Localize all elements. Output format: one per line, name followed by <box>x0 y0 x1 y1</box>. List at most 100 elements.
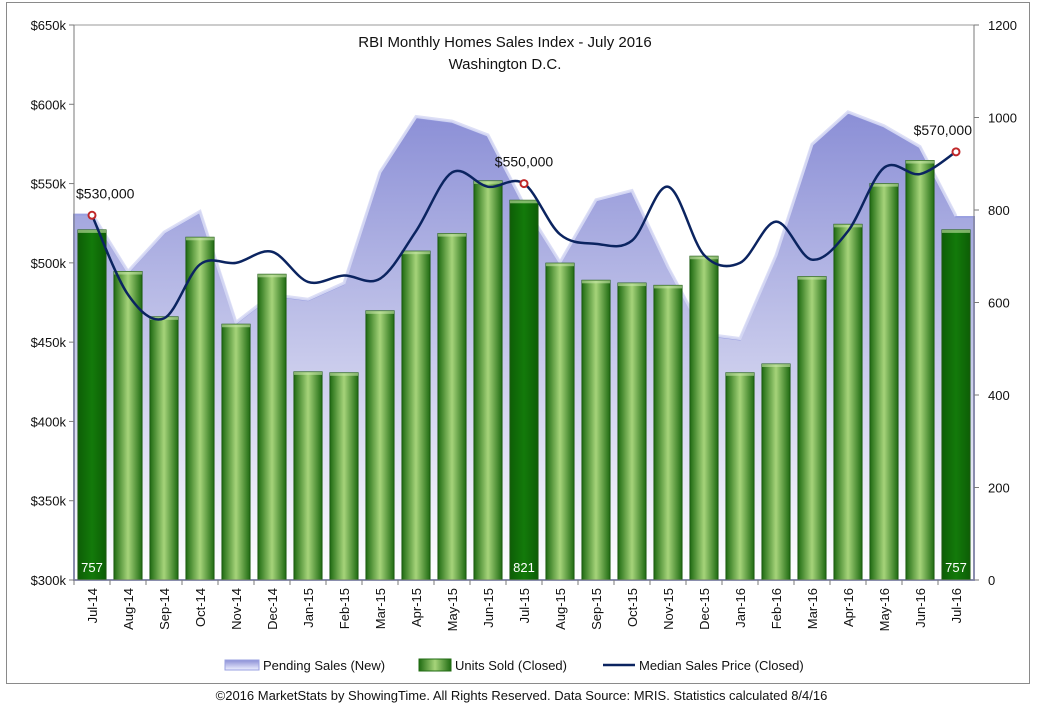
bar-sep-14 <box>149 316 179 581</box>
y-left-tick-label: $550k <box>31 177 67 192</box>
price-marker-jul-15 <box>519 179 529 189</box>
bar-nov-14 <box>221 323 251 581</box>
x-tick-label-jul-16: Jul-16 <box>949 588 964 623</box>
bar-cap-dec-14 <box>257 274 287 278</box>
legend-label-median-price: Median Sales Price (Closed) <box>639 658 804 673</box>
bar-may-16 <box>869 183 899 581</box>
bar-feb-15 <box>329 372 359 581</box>
x-tick-label-oct-15: Oct-15 <box>625 588 640 627</box>
bar-nov-15 <box>653 284 683 581</box>
bar-apr-16 <box>833 223 863 581</box>
y-left-tick-label: $450k <box>31 335 67 350</box>
bar-apr-15 <box>401 250 431 581</box>
price-label-jul-14: $530,000 <box>76 185 135 201</box>
y-left-tick-label: $300k <box>31 573 67 588</box>
bar-aug-15 <box>545 262 575 581</box>
bar-cap-mar-16 <box>797 276 827 280</box>
y-right-tick-label: 1000 <box>988 111 1017 126</box>
bar-oct-14 <box>185 236 215 581</box>
bar-cap-jan-15 <box>293 371 323 375</box>
bar-cap-sep-15 <box>581 280 611 284</box>
units-sold-bar-layer <box>77 160 971 581</box>
bar-dec-14 <box>257 273 287 581</box>
legend-label-pending-sales: Pending Sales (New) <box>263 658 385 673</box>
y-right-tick-label: 800 <box>988 203 1010 218</box>
bar-sep-15 <box>581 279 611 581</box>
legend-item-pending-sales: Pending Sales (New) <box>224 658 385 673</box>
bar-cap-nov-14 <box>221 324 251 328</box>
price-label-jul-16: $570,000 <box>914 122 973 138</box>
y-axis-left: $300k $350k $400k $450k $500k $550k $600k $650k <box>31 18 75 588</box>
y-right-tick-label: 0 <box>988 573 995 588</box>
y-axis-right: 0 200 400 600 800 1000 1200 <box>973 18 1017 588</box>
y-right-tick-label: 200 <box>988 481 1010 496</box>
legend-label-units-sold: Units Sold (Closed) <box>455 658 567 673</box>
chart-frame: $530,000 $550,000 $570,000 757 821 757 $300k $… <box>6 2 1030 684</box>
bar-feb-16 <box>761 363 791 581</box>
x-axis: Jul-14 Aug-14 Sep-14 Oct-14 Nov-14 Dec-14 Jan-… <box>73 579 974 631</box>
bar-jul-15 <box>509 199 539 581</box>
bar-jul-14 <box>77 229 107 581</box>
y-left-tick-label: $600k <box>31 97 67 112</box>
x-tick-label-jan-16: Jan-16 <box>733 588 748 628</box>
bar-cap-jul-15 <box>509 200 539 204</box>
x-tick-label-oct-14: Oct-14 <box>193 588 208 627</box>
x-tick-label-feb-15: Feb-15 <box>337 588 352 629</box>
bar-cap-feb-16 <box>761 364 791 368</box>
bar-cap-jun-15 <box>473 180 503 184</box>
bar-jan-16 <box>725 372 755 581</box>
bar-jan-15 <box>293 371 323 581</box>
x-tick-label-nov-14: Nov-14 <box>229 588 244 630</box>
bar-cap-apr-15 <box>401 251 431 255</box>
bar-cap-dec-15 <box>689 256 719 260</box>
bar-cap-nov-15 <box>653 285 683 289</box>
x-tick-label-feb-16: Feb-16 <box>769 588 784 629</box>
bar-dec-15 <box>689 255 719 581</box>
x-tick-label-jun-15: Jun-15 <box>481 588 496 628</box>
bar-jun-15 <box>473 180 503 581</box>
bar-cap-aug-14 <box>113 271 143 275</box>
x-tick-label-jul-15: Jul-15 <box>517 588 532 623</box>
legend-swatch-pending-sales <box>224 659 260 671</box>
bar-jul-16 <box>941 229 971 581</box>
bar-cap-oct-15 <box>617 283 647 287</box>
x-tick-label-jan-15: Jan-15 <box>301 588 316 628</box>
x-tick-label-dec-15: Dec-15 <box>697 588 712 630</box>
legend-item-median-price: Median Sales Price (Closed) <box>603 658 804 673</box>
legend-item-units-sold: Units Sold (Closed) <box>418 658 567 673</box>
y-left-tick-label: $400k <box>31 414 67 429</box>
bar-cap-aug-15 <box>545 263 575 267</box>
x-tick-label-jul-14: Jul-14 <box>85 588 100 623</box>
bar-label-jul-15: 821 <box>513 560 535 575</box>
bar-cap-jul-16 <box>941 229 971 233</box>
bar-mar-15 <box>365 310 395 581</box>
bar-cap-may-15 <box>437 233 467 237</box>
x-tick-label-dec-14: Dec-14 <box>265 588 280 630</box>
x-tick-label-may-15: May-15 <box>445 588 460 631</box>
bar-cap-jul-14 <box>77 229 107 233</box>
bar-jun-16 <box>905 160 935 581</box>
chart-title: RBI Monthly Homes Sales Index - July 201… <box>358 34 651 51</box>
bar-cap-jun-16 <box>905 160 935 164</box>
y-right-tick-label: 600 <box>988 296 1010 311</box>
x-tick-label-aug-14: Aug-14 <box>121 588 136 630</box>
bar-cap-mar-15 <box>365 310 395 314</box>
y-left-tick-label: $350k <box>31 494 67 509</box>
bar-mar-16 <box>797 276 827 581</box>
y-left-tick-label: $650k <box>31 18 67 33</box>
y-left-tick-label: $500k <box>31 256 67 271</box>
bar-cap-apr-16 <box>833 224 863 228</box>
x-tick-label-nov-15: Nov-15 <box>661 588 676 630</box>
legend-swatch-units-sold <box>418 658 452 672</box>
x-tick-label-sep-15: Sep-15 <box>589 588 604 630</box>
x-tick-label-apr-15: Apr-15 <box>409 588 424 627</box>
x-tick-label-sep-14: Sep-14 <box>157 588 172 630</box>
bar-cap-feb-15 <box>329 372 359 376</box>
bar-aug-14 <box>113 271 143 581</box>
price-marker-jul-16 <box>951 147 961 157</box>
bar-oct-15 <box>617 282 647 581</box>
bar-cap-jan-16 <box>725 372 755 376</box>
price-label-jul-15: $550,000 <box>495 154 554 170</box>
bar-cap-may-16 <box>869 183 899 187</box>
